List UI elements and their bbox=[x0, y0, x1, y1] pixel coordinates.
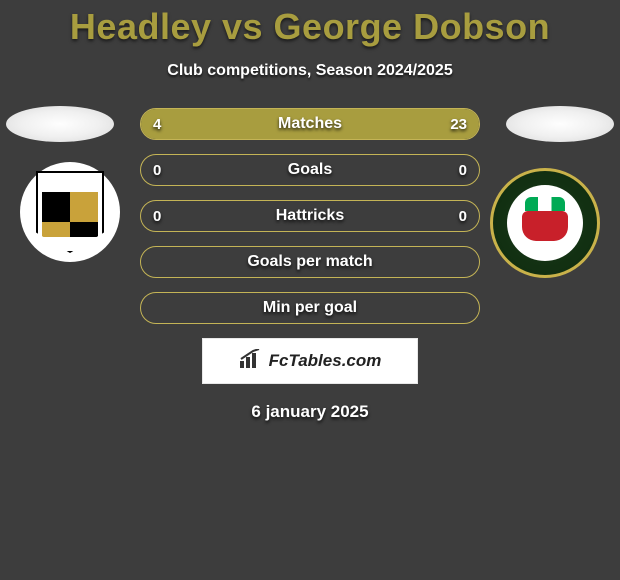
page-title: Headley vs George Dobson bbox=[0, 0, 620, 48]
stat-label: Hattricks bbox=[276, 207, 344, 225]
stat-value-right: 0 bbox=[459, 162, 467, 179]
stat-value-right: 23 bbox=[450, 116, 467, 133]
player-left-photo-placeholder bbox=[6, 106, 114, 142]
stat-row: 0 Hattricks 0 bbox=[140, 200, 480, 232]
brand-text: FcTables.com bbox=[269, 351, 382, 371]
stat-label: Min per goal bbox=[263, 299, 357, 317]
stat-value-left: 0 bbox=[153, 162, 161, 179]
stat-fill-left bbox=[141, 109, 192, 139]
stat-row: 0 Goals 0 bbox=[140, 154, 480, 186]
stat-label: Goals bbox=[288, 161, 332, 179]
date-label: 6 january 2025 bbox=[0, 402, 620, 422]
stats-list: 4 Matches 23 0 Goals 0 0 Hattricks 0 Goals per ma… bbox=[140, 108, 480, 324]
stat-value-right: 0 bbox=[459, 208, 467, 225]
port-vale-crest-icon bbox=[36, 171, 104, 253]
stat-row: Goals per match bbox=[140, 246, 480, 278]
wrexham-crest-icon bbox=[507, 185, 583, 261]
brand-chart-icon bbox=[239, 349, 263, 374]
brand-box: FcTables.com bbox=[202, 338, 418, 384]
stat-row: Min per goal bbox=[140, 292, 480, 324]
stat-value-left: 4 bbox=[153, 116, 161, 133]
stat-row: 4 Matches 23 bbox=[140, 108, 480, 140]
stat-label: Matches bbox=[278, 115, 342, 133]
club-badge-left bbox=[20, 162, 120, 262]
subtitle: Club competitions, Season 2024/2025 bbox=[0, 62, 620, 80]
club-badge-right bbox=[490, 168, 600, 278]
comparison-content: 4 Matches 23 0 Goals 0 0 Hattricks 0 Goals per ma… bbox=[0, 108, 620, 422]
player-right-photo-placeholder bbox=[506, 106, 614, 142]
stat-label: Goals per match bbox=[247, 253, 372, 271]
stat-value-left: 0 bbox=[153, 208, 161, 225]
